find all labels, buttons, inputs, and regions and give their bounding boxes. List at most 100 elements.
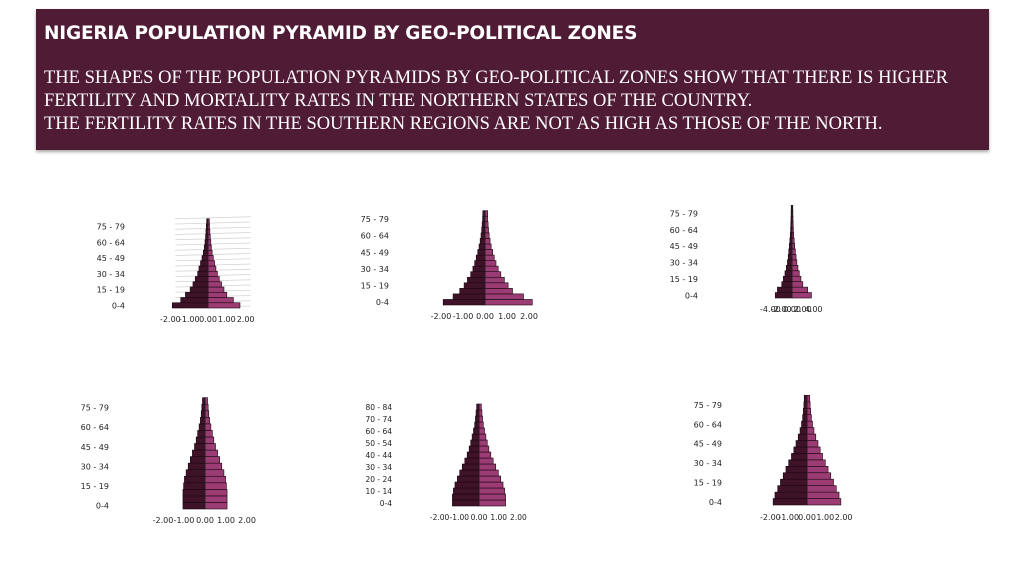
female-bar bbox=[806, 395, 811, 403]
female-bar bbox=[478, 469, 499, 477]
y-tick-label: 30 - 34 bbox=[97, 270, 125, 279]
x-tick-label: 0.00 bbox=[196, 516, 214, 525]
x-tick-label: -4.00 bbox=[760, 305, 781, 314]
male-bar bbox=[187, 462, 206, 471]
female-bar bbox=[791, 281, 804, 288]
gridline bbox=[175, 232, 251, 235]
y-tick-label: 30 - 34 bbox=[670, 259, 698, 268]
female-bar bbox=[204, 475, 226, 484]
x-tick-label: 2.00 bbox=[238, 516, 256, 525]
female-bar bbox=[806, 491, 840, 499]
x-tick-label: 0.00 bbox=[783, 305, 801, 314]
male-bar bbox=[777, 485, 808, 493]
male-bar bbox=[477, 249, 486, 256]
female-bar bbox=[791, 265, 799, 272]
female-bar bbox=[484, 221, 489, 228]
female-bar bbox=[207, 260, 215, 267]
female-bar bbox=[791, 292, 812, 299]
x-tick-label: 0.00 bbox=[476, 312, 494, 321]
male-bar bbox=[466, 451, 480, 459]
male-bar bbox=[471, 433, 480, 441]
x-tick-label: 1.00 bbox=[217, 516, 235, 525]
female-bar bbox=[806, 472, 832, 480]
female-bar bbox=[207, 276, 220, 283]
male-bar bbox=[195, 436, 206, 444]
male-bar bbox=[774, 491, 808, 499]
y-tick-label: 75 - 79 bbox=[97, 223, 125, 232]
male-bar bbox=[478, 243, 486, 250]
male-bar bbox=[467, 276, 486, 284]
female-bar bbox=[806, 446, 821, 454]
female-bar bbox=[478, 487, 505, 495]
x-tick-label: -2.00 bbox=[160, 315, 181, 324]
y-tick-label: 60 - 64 bbox=[81, 423, 109, 432]
male-bar bbox=[194, 443, 206, 451]
female-bar bbox=[806, 478, 834, 486]
male-bar bbox=[461, 463, 480, 471]
male-bar bbox=[201, 403, 206, 412]
y-tick-label: 75 - 79 bbox=[361, 215, 389, 224]
female-bar bbox=[806, 414, 812, 422]
male-bar bbox=[185, 469, 206, 477]
female-bar bbox=[806, 466, 829, 474]
gridline bbox=[175, 216, 251, 220]
y-tick-label: 0-4 bbox=[685, 291, 698, 300]
y-tick-label: 0-4 bbox=[380, 499, 392, 508]
slide-title: NIGERIA POPULATION PYRAMID BY GEO-POLITI… bbox=[44, 23, 638, 44]
female-bar bbox=[478, 475, 501, 483]
female-bar bbox=[484, 282, 509, 289]
title-banner: NIGERIA POPULATION PYRAMID BY GEO-POLITI… bbox=[36, 9, 989, 150]
x-tick-label: -2.00 bbox=[431, 312, 452, 321]
y-tick-label: 45 - 49 bbox=[670, 242, 698, 251]
male-bar bbox=[780, 478, 808, 486]
male-bar bbox=[185, 291, 209, 298]
male-bar bbox=[799, 427, 808, 435]
pyramid-chart-6: 0-4 15 - 19 30 - 34 45 - 49 60 - 64 75 - 79 -2… bbox=[694, 395, 853, 522]
gridline bbox=[175, 237, 251, 241]
male-bar bbox=[464, 457, 480, 465]
x-tick-label: -2.00 bbox=[771, 305, 792, 314]
female-bar bbox=[204, 502, 228, 510]
description-line-3: THE FERTILITY RATES IN THE SOUTHERN REGI… bbox=[44, 114, 883, 134]
female-bar bbox=[204, 489, 228, 497]
male-bar bbox=[797, 433, 808, 441]
male-bar bbox=[787, 259, 793, 266]
male-bar bbox=[772, 498, 808, 506]
male-bar bbox=[198, 423, 206, 431]
male-bar bbox=[801, 420, 808, 428]
male-bar bbox=[475, 409, 480, 417]
female-bar bbox=[806, 420, 813, 428]
male-bar bbox=[453, 487, 480, 495]
description-line-1: THE SHAPES OF THE POPULATION PYRAMIDS BY… bbox=[44, 68, 948, 88]
x-tick-label: 1.00 bbox=[816, 513, 834, 522]
female-bar bbox=[207, 281, 222, 288]
y-tick-label: 60 - 64 bbox=[670, 226, 698, 235]
female-bar bbox=[204, 403, 209, 412]
male-bar bbox=[452, 293, 486, 300]
male-bar bbox=[802, 414, 808, 422]
male-bar bbox=[474, 260, 486, 267]
y-tick-label: 15 - 19 bbox=[670, 275, 698, 284]
x-tick-label: 2.00 bbox=[835, 513, 853, 522]
male-bar bbox=[803, 401, 808, 409]
female-bar bbox=[204, 423, 212, 431]
female-bar bbox=[484, 238, 491, 245]
female-bar bbox=[478, 457, 494, 465]
female-bar bbox=[478, 481, 504, 489]
y-tick-label: 45 - 49 bbox=[97, 254, 125, 263]
female-bar bbox=[791, 248, 796, 255]
pyramid-chart-1: 0-4 15 - 19 30 - 34 45 - 49 60 - 64 75 - 79 -2… bbox=[97, 216, 255, 324]
female-bar bbox=[484, 271, 502, 278]
female-bar bbox=[478, 493, 506, 501]
male-bar bbox=[783, 275, 793, 282]
female-bar bbox=[806, 433, 817, 441]
x-tick-label: -1.00 bbox=[174, 516, 195, 525]
y-tick-label: 30 - 34 bbox=[365, 463, 392, 472]
x-tick-label: -1.00 bbox=[450, 513, 470, 522]
male-bar bbox=[171, 302, 209, 309]
female-bar bbox=[204, 430, 213, 438]
male-bar bbox=[192, 281, 209, 288]
male-bar bbox=[479, 238, 486, 245]
female-bar bbox=[484, 226, 489, 234]
male-bar bbox=[784, 270, 793, 277]
